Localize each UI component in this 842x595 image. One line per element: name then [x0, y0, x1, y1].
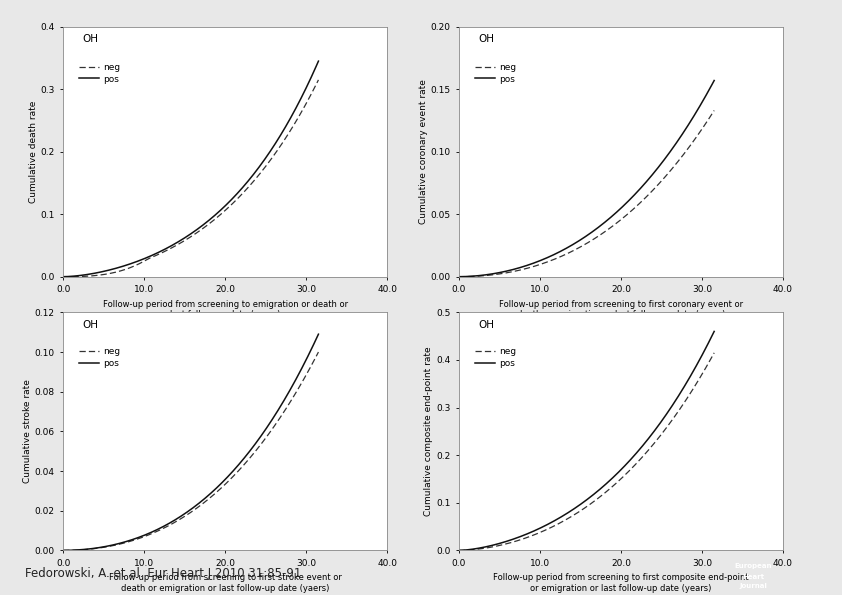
- Text: OH: OH: [83, 35, 99, 44]
- X-axis label: Follow-up period from screening to first composite end-point
or emigration or la: Follow-up period from screening to first…: [493, 573, 749, 593]
- Text: OH: OH: [83, 320, 99, 330]
- Text: Heart: Heart: [743, 574, 765, 580]
- Y-axis label: Cumulative composite end-point rate: Cumulative composite end-point rate: [424, 346, 434, 516]
- Text: European: European: [735, 563, 772, 569]
- Legend: neg, pos: neg, pos: [77, 346, 122, 369]
- Y-axis label: Cumulative stroke rate: Cumulative stroke rate: [23, 380, 32, 483]
- X-axis label: Follow-up period from screening to emigration or death or
last follow-up date (y: Follow-up period from screening to emigr…: [103, 299, 348, 319]
- Text: OH: OH: [478, 35, 494, 44]
- X-axis label: Follow-up period from screening to first coronary event or
death or emigration o: Follow-up period from screening to first…: [499, 299, 743, 319]
- Legend: neg, pos: neg, pos: [77, 61, 122, 86]
- Text: OH: OH: [478, 320, 494, 330]
- Text: Fedorowski, A. et al. Eur Heart J 2010 31:85-91: Fedorowski, A. et al. Eur Heart J 2010 3…: [25, 567, 301, 580]
- Text: Journal: Journal: [739, 583, 768, 589]
- X-axis label: Follow-up period from screening to first stroke event or
death or emigration or : Follow-up period from screening to first…: [109, 573, 342, 593]
- Y-axis label: Cumulative coronary event rate: Cumulative coronary event rate: [418, 79, 428, 224]
- Legend: neg, pos: neg, pos: [473, 61, 518, 86]
- Y-axis label: Cumulative death rate: Cumulative death rate: [29, 101, 38, 203]
- Legend: neg, pos: neg, pos: [473, 346, 518, 369]
